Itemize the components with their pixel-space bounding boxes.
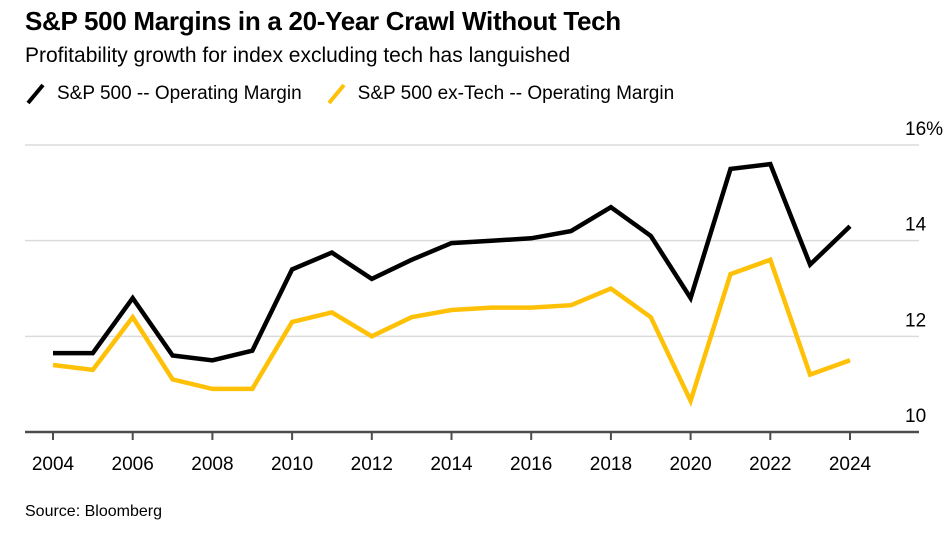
legend-item-sp500: S&P 500 -- Operating Margin xyxy=(25,82,302,106)
x-tick-label-2016: 2016 xyxy=(510,454,552,475)
x-tick-label-2018: 2018 xyxy=(590,454,632,475)
chart-legend: S&P 500 -- Operating Margin S&P 500 ex-T… xyxy=(25,82,674,106)
x-tick-label-2012: 2012 xyxy=(351,454,393,475)
x-tick-label-2006: 2006 xyxy=(112,454,154,475)
chart-title: S&P 500 Margins in a 20-Year Crawl Witho… xyxy=(25,6,621,36)
chart-subtitle: Profitability growth for index excluding… xyxy=(25,44,571,67)
x-tick-label-2008: 2008 xyxy=(191,454,233,475)
ex-tech-series-slash-icon xyxy=(327,83,346,105)
legend-item-ex-tech: S&P 500 ex-Tech -- Operating Margin xyxy=(326,82,674,106)
x-tick-label-2014: 2014 xyxy=(430,454,473,475)
sp500-series-slash-icon xyxy=(26,83,45,105)
x-tick-label-2022: 2022 xyxy=(749,454,791,475)
y-tick-label-10: 10 xyxy=(905,406,926,427)
sp500-line xyxy=(53,161,852,363)
x-tick-label-2024: 2024 xyxy=(829,454,872,475)
x-tick-label-2004: 2004 xyxy=(32,454,75,475)
source-note: Source: Bloomberg xyxy=(25,503,162,520)
x-tick-label-2020: 2020 xyxy=(669,454,711,475)
y-tick-label-14: 14 xyxy=(905,215,927,236)
y-tick-label-16: 16% xyxy=(905,119,943,140)
legend-label-ex-tech: S&P 500 ex-Tech -- Operating Margin xyxy=(357,83,675,104)
y-tick-label-12: 12 xyxy=(905,310,926,331)
legend-label-sp500: S&P 500 -- Operating Margin xyxy=(57,83,302,104)
ex-tech-line xyxy=(52,256,851,408)
x-tick-label-2010: 2010 xyxy=(271,454,313,475)
